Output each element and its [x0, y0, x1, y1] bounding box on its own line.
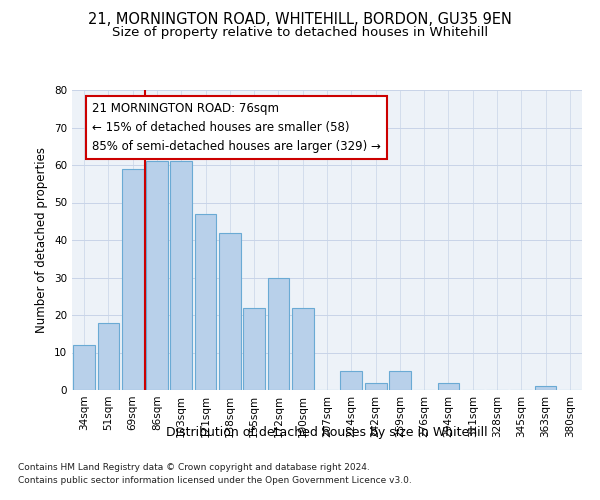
Text: Size of property relative to detached houses in Whitehill: Size of property relative to detached ho… [112, 26, 488, 39]
Bar [268, 278, 289, 390]
Bar [389, 371, 411, 390]
Y-axis label: Number of detached properties: Number of detached properties [35, 147, 49, 333]
Bar [535, 386, 556, 390]
Text: Distribution of detached houses by size in Whitehill: Distribution of detached houses by size … [166, 426, 488, 439]
Text: Contains HM Land Registry data © Crown copyright and database right 2024.: Contains HM Land Registry data © Crown c… [18, 464, 370, 472]
Bar [243, 308, 265, 390]
Bar [340, 371, 362, 390]
Bar [365, 382, 386, 390]
Bar [122, 169, 143, 390]
Bar [97, 322, 119, 390]
Bar [437, 382, 460, 390]
Bar [292, 308, 314, 390]
Text: 21 MORNINGTON ROAD: 76sqm
← 15% of detached houses are smaller (58)
85% of semi-: 21 MORNINGTON ROAD: 76sqm ← 15% of detac… [92, 102, 381, 153]
Bar [194, 214, 217, 390]
Bar [170, 161, 192, 390]
Text: 21, MORNINGTON ROAD, WHITEHILL, BORDON, GU35 9EN: 21, MORNINGTON ROAD, WHITEHILL, BORDON, … [88, 12, 512, 28]
Bar [219, 232, 241, 390]
Bar [146, 161, 168, 390]
Bar [73, 345, 95, 390]
Text: Contains public sector information licensed under the Open Government Licence v3: Contains public sector information licen… [18, 476, 412, 485]
